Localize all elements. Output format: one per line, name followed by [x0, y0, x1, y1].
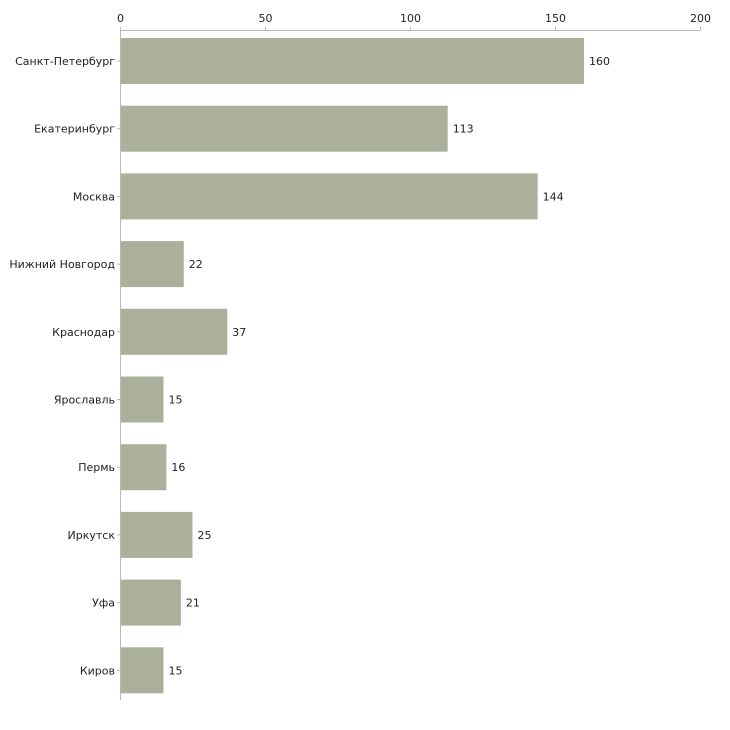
category-label: Краснодар [52, 326, 115, 339]
category-label: Ярославль [54, 394, 115, 407]
category-label: Пермь [78, 461, 115, 474]
x-tick-label: 50 [259, 12, 273, 25]
category-label: Санкт-Петербург [15, 55, 115, 68]
category-label: Киров [80, 664, 115, 677]
x-tick-label: 0 [117, 12, 124, 25]
bars-group: 160 113 144 22 37 15 16 25 21 15 [121, 38, 610, 694]
bar [121, 376, 164, 423]
data-label: 37 [232, 326, 246, 339]
x-tick-label: 200 [690, 12, 711, 25]
bar [121, 105, 448, 152]
data-label: 25 [198, 529, 212, 542]
bar [121, 241, 184, 288]
category-label: Иркутск [68, 529, 116, 542]
bar [121, 38, 584, 84]
x-tick-label: 150 [545, 12, 566, 25]
data-label: 144 [543, 190, 564, 203]
bar [121, 444, 167, 491]
bar [121, 308, 228, 355]
data-label: 15 [169, 664, 183, 677]
y-axis: Санкт-Петербург Екатеринбург Москва Нижний … [9, 30, 121, 700]
x-axis: 0 50 100 150 200 [117, 12, 711, 31]
data-label: 16 [171, 461, 185, 474]
category-label: Москва [73, 190, 115, 203]
category-label: Уфа [92, 597, 115, 610]
x-tick-label: 100 [400, 12, 421, 25]
bar [121, 647, 164, 694]
bar [121, 511, 193, 558]
category-label: Екатеринбург [34, 123, 115, 136]
bar [121, 173, 538, 220]
bar [121, 579, 181, 626]
data-label: 21 [186, 597, 200, 610]
category-label: Нижний Новгород [9, 258, 115, 271]
data-label: 22 [189, 258, 203, 271]
data-label: 160 [589, 55, 610, 68]
data-label: 15 [169, 394, 183, 407]
data-label: 113 [453, 123, 474, 136]
